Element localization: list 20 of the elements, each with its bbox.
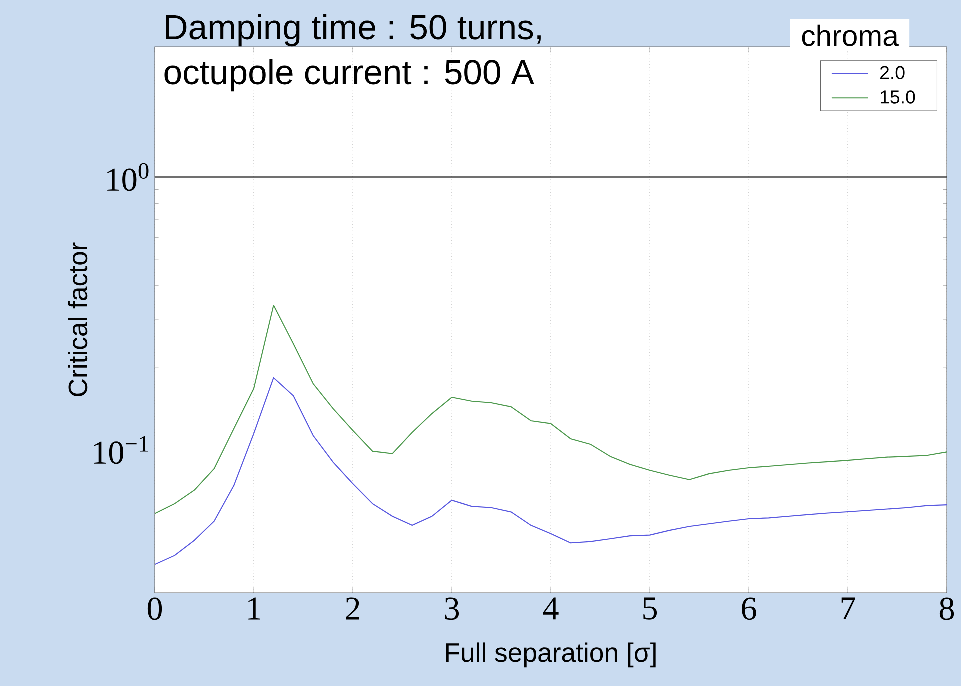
x-tick-label: 8 xyxy=(940,598,954,620)
x-tick-label: 1 xyxy=(248,598,260,620)
x-tick-label: 3 xyxy=(445,598,460,620)
x-tick-label: 6 xyxy=(742,598,756,620)
legend-label: 2.0 xyxy=(880,66,905,80)
legend-title: chroma xyxy=(802,24,899,46)
x-tick-label: 2 xyxy=(346,598,360,620)
y-tick-label: 10$^{0}$ xyxy=(108,163,149,192)
x-tick-label: 0 xyxy=(148,598,162,620)
y-tick-label: 10$^{−1}$ xyxy=(94,436,148,464)
x-tick-label: 7 xyxy=(842,598,856,620)
x-tick-label: 4 xyxy=(543,598,559,620)
x-tick-label: 5 xyxy=(644,598,658,620)
line-series xyxy=(155,304,948,514)
line-series xyxy=(155,377,948,566)
x-axis-title: Full separation [σ] xyxy=(446,642,656,668)
annotation: octupole current : 500 A xyxy=(164,59,534,92)
y-axis-title: Critical factor xyxy=(68,242,88,396)
legend-label: 15.0 xyxy=(880,90,916,104)
text: Damping time : 50 turns, xyxy=(166,14,541,47)
